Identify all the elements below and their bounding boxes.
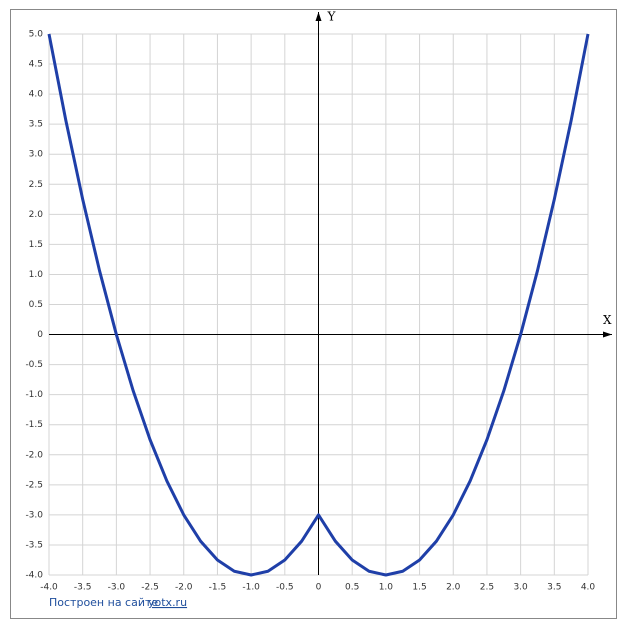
footer-text: Построен на сайте [49, 596, 158, 609]
y-tick-label: 3.0 [29, 150, 44, 160]
x-tick-label: -1.0 [242, 583, 260, 593]
x-tick-label: -3.0 [108, 583, 126, 593]
y-axis-label: Y [327, 10, 337, 24]
y-tick-label: 2.0 [29, 210, 44, 220]
y-tick-label: 0.5 [29, 300, 43, 310]
y-tick-label: -0.5 [25, 360, 43, 370]
x-tick-label: -3.5 [74, 583, 92, 593]
y-tick-label: 4.0 [29, 90, 44, 100]
x-tick-label: -2.5 [141, 583, 159, 593]
y-axis-arrow [315, 12, 322, 21]
y-tick-label: -4.0 [25, 571, 43, 581]
y-tick-label: 1.0 [29, 270, 44, 280]
y-tick-label: 3.5 [29, 120, 43, 130]
y-tick-label: 1.5 [29, 240, 43, 250]
x-tick-label: 4.0 [581, 583, 596, 593]
x-tick-label: 3.5 [547, 583, 561, 593]
line [47, 33, 590, 577]
x-axis-arrow [603, 331, 612, 338]
y-tick-label: -2.5 [25, 480, 43, 490]
x-tick-label: -1.5 [209, 583, 227, 593]
y-tick-label: -3.0 [25, 510, 43, 520]
x-tick-label: 2.5 [480, 583, 494, 593]
x-tick-label: 0 [316, 583, 322, 593]
x-tick-label: 2.0 [446, 583, 461, 593]
y-tick-label: -2.0 [25, 450, 43, 460]
y-tick-label: 0 [37, 330, 43, 340]
x-tick-label: 3.0 [513, 583, 528, 593]
y-tick-label: 4.5 [29, 60, 43, 70]
y-tick-label: 2.5 [29, 180, 43, 190]
x-tick-label: 1.5 [412, 583, 426, 593]
footer-link[interactable]: yotx.ru [148, 596, 187, 609]
y-tick-label: -1.5 [25, 420, 43, 430]
y-tick-label: -3.5 [25, 540, 43, 550]
frame [10, 9, 617, 619]
x-axis-label: X [603, 313, 612, 327]
x-tick-label: 0.5 [345, 583, 359, 593]
x-tick-label: -0.5 [276, 583, 294, 593]
x-tick-label: -2.0 [175, 583, 193, 593]
x-tick-label: 1.0 [379, 583, 394, 593]
x-tick-label: -4.0 [40, 583, 58, 593]
y-tick-label: -1.0 [25, 390, 43, 400]
y-tick-label: 5.0 [29, 30, 44, 40]
